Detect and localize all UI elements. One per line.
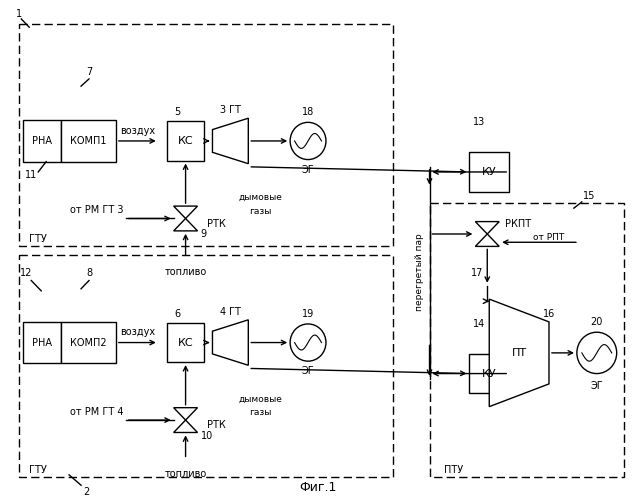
Text: воздух: воздух [120,327,155,337]
Polygon shape [489,299,549,406]
Polygon shape [212,320,248,366]
Text: воздух: воздух [120,126,155,136]
Text: 18: 18 [302,107,314,117]
Text: Фиг.1: Фиг.1 [300,481,336,494]
Text: газы: газы [249,207,272,216]
Text: топливо: топливо [165,267,207,277]
Text: от РМ ГТ 3: от РМ ГТ 3 [71,205,124,215]
Text: КС: КС [178,136,193,146]
Polygon shape [475,234,499,246]
Bar [167,323,205,362]
Text: РКПТ: РКПТ [505,218,531,228]
Text: 14: 14 [473,319,485,329]
Bar [24,322,61,363]
Text: 2: 2 [83,488,89,498]
Text: 17: 17 [471,268,483,278]
Text: КОМП2: КОМП2 [70,338,106,347]
Text: топливо: топливо [165,469,207,479]
Text: газы: газы [249,408,272,418]
Text: 7: 7 [86,66,92,76]
Circle shape [290,122,326,160]
Text: ПТ: ПТ [511,348,527,358]
Text: ЭГ: ЭГ [301,165,314,175]
Polygon shape [174,206,198,218]
Text: ГТ: ГТ [230,306,241,316]
Text: 20: 20 [591,317,603,327]
Bar [19,24,392,246]
Polygon shape [475,222,499,234]
Text: 10: 10 [200,430,213,440]
Bar [24,120,61,162]
Text: 6: 6 [174,308,181,318]
Text: ГТ: ГТ [230,105,241,115]
Text: 1: 1 [17,9,22,19]
Bar [19,254,392,477]
Circle shape [290,324,326,361]
Text: КУ: КУ [482,368,497,378]
Bar [429,203,624,477]
Text: РНА: РНА [32,136,52,146]
Bar [469,354,509,393]
Text: 12: 12 [20,268,32,278]
Text: РТК: РТК [207,420,226,430]
Bar [469,152,509,192]
Polygon shape [174,420,198,432]
Text: ГТУ: ГТУ [29,464,47,474]
Text: 15: 15 [583,190,595,200]
Text: ЭГ: ЭГ [590,381,603,391]
Text: ЭГ: ЭГ [301,366,314,376]
Text: 13: 13 [473,118,485,128]
Text: 11: 11 [25,170,38,180]
Text: КС: КС [178,338,193,347]
Text: дымовые: дымовые [238,194,282,202]
Bar [167,122,205,160]
Text: РТК: РТК [207,218,226,228]
Text: КУ: КУ [482,167,497,177]
Text: 3: 3 [219,105,226,115]
Circle shape [577,332,617,374]
Text: 4: 4 [219,306,226,316]
Text: 9: 9 [200,229,207,239]
Text: перегретый пар: перегретый пар [415,234,424,311]
Text: 5: 5 [174,107,181,117]
Text: 19: 19 [302,308,314,318]
Text: 8: 8 [86,268,92,278]
Text: КОМП1: КОМП1 [70,136,106,146]
Polygon shape [174,218,198,231]
Text: дымовые: дымовые [238,395,282,404]
Bar [61,120,116,162]
Polygon shape [174,408,198,420]
Polygon shape [212,118,248,164]
Text: от РМ ГТ 4: от РМ ГТ 4 [71,407,124,417]
Bar [61,322,116,363]
Text: ПТУ: ПТУ [445,464,464,474]
Text: от РПТ: от РПТ [533,232,564,241]
Text: ГТУ: ГТУ [29,234,47,244]
Text: 16: 16 [543,308,555,318]
Text: РНА: РНА [32,338,52,347]
